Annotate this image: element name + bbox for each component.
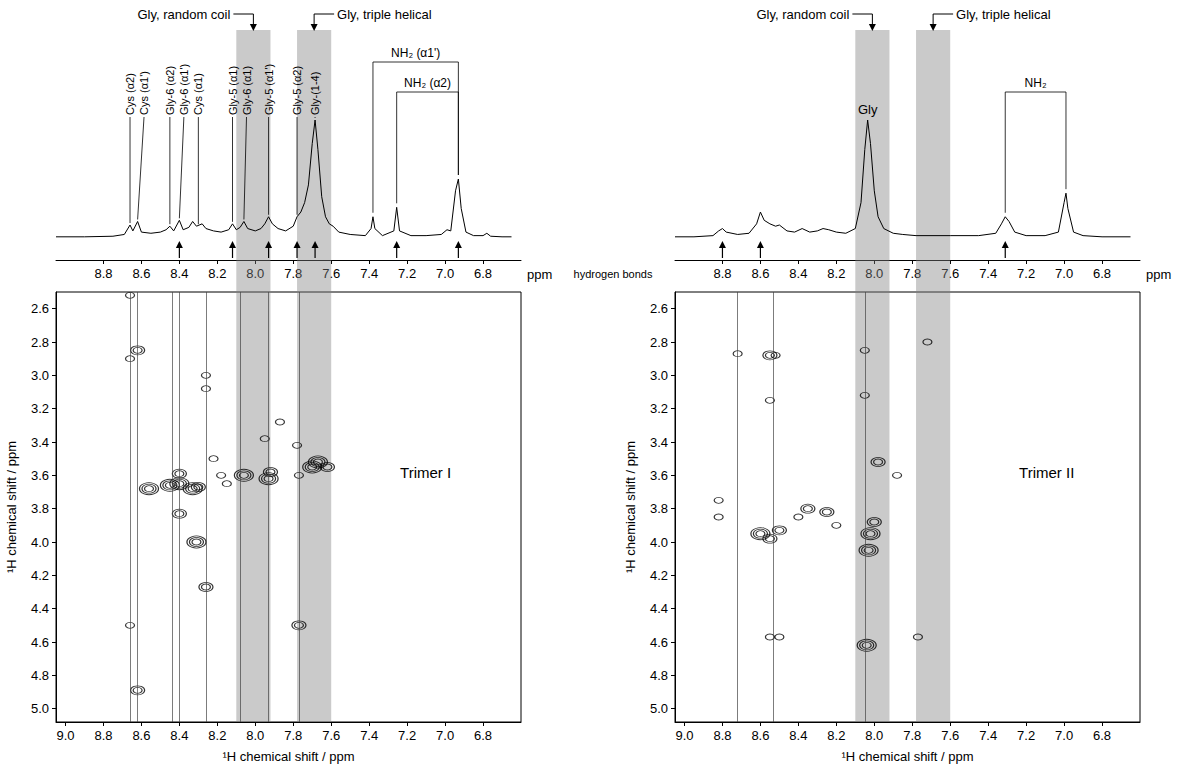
- svg-text:9.0: 9.0: [675, 728, 693, 743]
- svg-text:4.6: 4.6: [31, 635, 49, 650]
- svg-text:8.6: 8.6: [751, 266, 769, 281]
- svg-text:7.8: 7.8: [284, 266, 303, 281]
- svg-text:8.8: 8.8: [94, 728, 112, 743]
- svg-text:7.6: 7.6: [941, 728, 959, 743]
- svg-text:ppm: ppm: [1146, 267, 1171, 282]
- svg-text:4.6: 4.6: [650, 635, 668, 650]
- svg-text:8.8: 8.8: [713, 266, 731, 281]
- svg-text:¹H chemical shift / ppm: ¹H chemical shift / ppm: [222, 749, 354, 764]
- svg-text:Gly-5 (α2): Gly-5 (α2): [291, 66, 303, 115]
- svg-text:4.8: 4.8: [31, 668, 49, 683]
- svg-text:¹H chemical shift / ppm: ¹H chemical shift / ppm: [4, 441, 19, 573]
- svg-text:NH₂ (α1'): NH₂ (α1'): [391, 46, 440, 60]
- svg-text:3.4: 3.4: [31, 435, 49, 450]
- svg-text:8.8: 8.8: [713, 728, 731, 743]
- svg-text:4.0: 4.0: [650, 535, 668, 550]
- svg-text:3.2: 3.2: [31, 401, 49, 416]
- svg-text:Gly-6 (α1'): Gly-6 (α1'): [178, 64, 190, 115]
- svg-text:Trimer I: Trimer I: [400, 464, 451, 481]
- svg-text:Trimer II: Trimer II: [1019, 464, 1074, 481]
- svg-text:7.0: 7.0: [436, 728, 454, 743]
- svg-text:8.0: 8.0: [865, 728, 883, 743]
- svg-text:4.8: 4.8: [650, 668, 668, 683]
- svg-text:8.6: 8.6: [751, 728, 769, 743]
- svg-text:7.0: 7.0: [436, 266, 454, 281]
- svg-text:6.8: 6.8: [474, 728, 492, 743]
- svg-text:3.8: 3.8: [31, 501, 49, 516]
- svg-text:Cys (α1'): Cys (α1'): [138, 71, 150, 115]
- svg-text:7.8: 7.8: [284, 728, 302, 743]
- svg-text:7.0: 7.0: [1055, 728, 1073, 743]
- svg-text:7.8: 7.8: [903, 266, 922, 281]
- svg-text:5.0: 5.0: [650, 701, 668, 716]
- svg-text:7.2: 7.2: [1017, 266, 1035, 281]
- svg-text:7.4: 7.4: [979, 266, 997, 281]
- svg-text:4.0: 4.0: [31, 535, 49, 550]
- svg-text:Gly-6 (α2): Gly-6 (α2): [164, 66, 176, 115]
- svg-text:2.8: 2.8: [31, 335, 49, 350]
- svg-text:7.2: 7.2: [398, 728, 416, 743]
- svg-text:8.2: 8.2: [827, 728, 845, 743]
- svg-text:6.8: 6.8: [1093, 266, 1111, 281]
- svg-text:8.6: 8.6: [132, 728, 150, 743]
- svg-text:7.2: 7.2: [1017, 728, 1035, 743]
- svg-text:3.0: 3.0: [650, 368, 668, 383]
- svg-text:8.4: 8.4: [789, 728, 807, 743]
- svg-text:8.2: 8.2: [208, 266, 226, 281]
- svg-text:8.4: 8.4: [170, 266, 188, 281]
- svg-text:8.6: 8.6: [132, 266, 150, 281]
- svg-text:Gly, random coil: Gly, random coil: [756, 7, 849, 22]
- svg-text:3.6: 3.6: [650, 468, 668, 483]
- svg-text:2.8: 2.8: [650, 335, 668, 350]
- svg-text:7.8: 7.8: [903, 728, 921, 743]
- svg-text:Cys (α2): Cys (α2): [124, 73, 136, 115]
- svg-text:4.4: 4.4: [650, 601, 668, 616]
- svg-text:8.2: 8.2: [827, 266, 845, 281]
- svg-text:4.2: 4.2: [650, 568, 668, 583]
- svg-text:Gly, triple helical: Gly, triple helical: [337, 7, 432, 22]
- svg-text:Gly, random coil: Gly, random coil: [137, 7, 230, 22]
- svg-text:¹H chemical shift / ppm: ¹H chemical shift / ppm: [841, 749, 973, 764]
- svg-text:7.2: 7.2: [398, 266, 416, 281]
- svg-text:3.4: 3.4: [650, 435, 668, 450]
- svg-text:Gly-(1-4): Gly-(1-4): [309, 72, 321, 115]
- svg-text:NH₂ (α2): NH₂ (α2): [404, 76, 451, 90]
- svg-text:6.8: 6.8: [474, 266, 492, 281]
- svg-text:Gly: Gly: [858, 102, 878, 117]
- svg-text:5.0: 5.0: [31, 701, 49, 716]
- svg-text:3.6: 3.6: [31, 468, 49, 483]
- svg-text:4.4: 4.4: [31, 601, 49, 616]
- svg-text:3.0: 3.0: [31, 368, 49, 383]
- svg-text:8.2: 8.2: [208, 728, 226, 743]
- svg-text:7.6: 7.6: [322, 728, 340, 743]
- svg-text:4.2: 4.2: [31, 568, 49, 583]
- svg-text:7.4: 7.4: [979, 728, 997, 743]
- svg-text:7.4: 7.4: [360, 728, 378, 743]
- svg-text:8.4: 8.4: [170, 728, 188, 743]
- svg-text:Gly-5 (α1): Gly-5 (α1): [227, 66, 239, 115]
- svg-text:¹H chemical shift / ppm: ¹H chemical shift / ppm: [623, 441, 638, 573]
- svg-text:NH₂: NH₂: [1025, 76, 1047, 90]
- svg-text:7.0: 7.0: [1055, 266, 1073, 281]
- svg-text:3.8: 3.8: [650, 501, 668, 516]
- svg-text:6.8: 6.8: [1093, 728, 1111, 743]
- svg-text:8.4: 8.4: [789, 266, 807, 281]
- svg-text:ppm: ppm: [527, 267, 552, 282]
- svg-text:2.6: 2.6: [31, 301, 49, 316]
- svg-text:9.0: 9.0: [56, 728, 74, 743]
- svg-text:hydrogen bonds: hydrogen bonds: [574, 268, 653, 280]
- svg-text:Cys (α1): Cys (α1): [192, 73, 204, 115]
- svg-text:8.0: 8.0: [246, 728, 264, 743]
- svg-text:8.8: 8.8: [94, 266, 112, 281]
- svg-text:3.2: 3.2: [650, 401, 668, 416]
- svg-text:7.4: 7.4: [360, 266, 378, 281]
- svg-text:Gly, triple helical: Gly, triple helical: [956, 7, 1051, 22]
- svg-text:Gly-5 (α1'): Gly-5 (α1'): [263, 64, 275, 115]
- svg-text:Gly-6 (α1): Gly-6 (α1): [241, 66, 253, 115]
- svg-text:2.6: 2.6: [650, 301, 668, 316]
